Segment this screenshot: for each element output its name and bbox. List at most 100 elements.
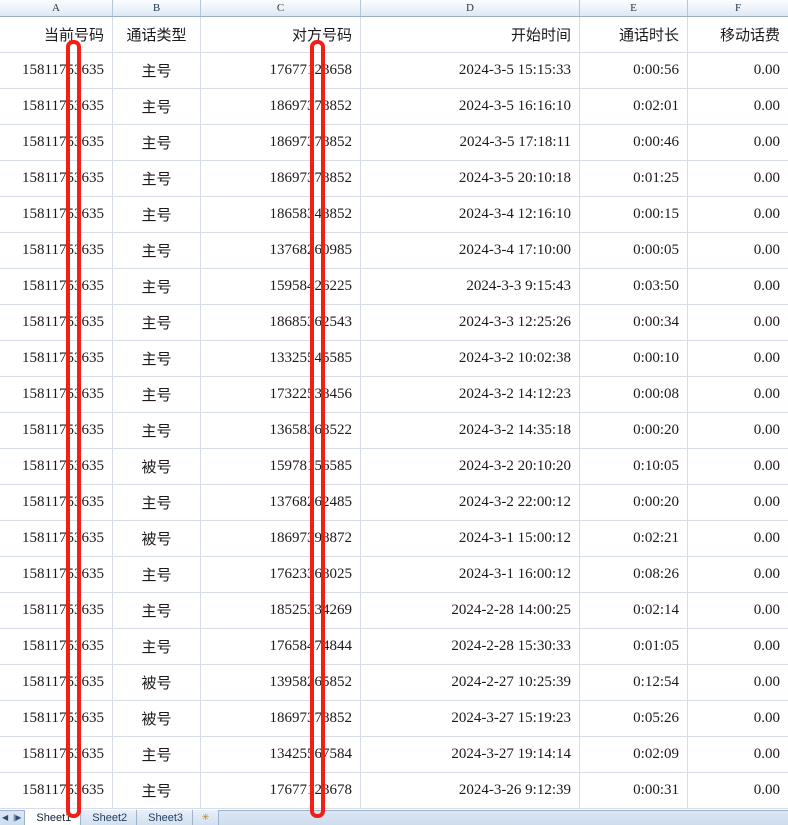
table-cell[interactable]: 主号 [113, 161, 201, 196]
table-cell[interactable]: 0.00 [753, 170, 780, 186]
table-cell[interactable]: 2024-3-2 10:02:38 [361, 341, 580, 376]
table-cell[interactable]: 0.00 [753, 710, 780, 726]
table-cell[interactable]: 15811753635 [0, 269, 113, 304]
table-cell[interactable]: 主号 [113, 485, 201, 520]
table-cell[interactable]: 0.00 [753, 494, 780, 510]
table-cell[interactable]: 0.00 [753, 566, 780, 582]
table-cell[interactable]: 15811753635 [0, 233, 113, 268]
table-cell[interactable]: 主号 [113, 413, 201, 448]
table-row[interactable]: 15811753635 主号 17322538456 2024-3-2 14:12:2… [0, 377, 788, 413]
table-cell[interactable]: 被号 [113, 521, 201, 556]
table-cell[interactable]: 主号 [113, 737, 201, 772]
table-cell[interactable]: 2024-3-3 12:25:26 [361, 305, 580, 340]
table-cell[interactable]: 17677123658 [201, 53, 361, 88]
table-header-cell[interactable]: 通话类型 [113, 17, 201, 52]
column-header-f[interactable]: F [688, 0, 788, 16]
table-cell[interactable]: 0:01:05 [580, 629, 688, 664]
table-cell[interactable]: 0:00:20 [580, 485, 688, 520]
table-cell[interactable]: 0.00 [753, 674, 780, 690]
table-cell[interactable]: 0:02:21 [580, 521, 688, 556]
table-cell[interactable]: 0.00 [753, 602, 780, 618]
table-cell[interactable]: 17677123678 [201, 773, 361, 808]
table-cell[interactable]: 15811753635 [0, 557, 113, 592]
table-cell[interactable]: 0:10:05 [580, 449, 688, 484]
new-sheet-icon[interactable]: ✳ [193, 810, 220, 825]
table-cell[interactable]: 15811753635 [0, 773, 113, 808]
table-cell[interactable]: 2024-3-4 17:10:00 [361, 233, 580, 268]
table-cell[interactable]: 2024-3-2 22:00:12 [361, 485, 580, 520]
table-cell[interactable]: 18685362543 [201, 305, 361, 340]
table-cell[interactable]: 15811753635 [0, 737, 113, 772]
table-cell[interactable]: 15811753635 [0, 89, 113, 124]
table-cell[interactable]: 13658368522 [201, 413, 361, 448]
table-cell[interactable]: 主号 [113, 593, 201, 628]
table-cell[interactable]: 13325545585 [201, 341, 361, 376]
table-cell[interactable]: 15811753635 [0, 413, 113, 448]
table-cell[interactable]: 15811753635 [0, 449, 113, 484]
sheet-nav-buttons[interactable]: ◀ |▶ [0, 810, 26, 825]
table-cell[interactable]: 0.00 [753, 314, 780, 330]
table-cell[interactable]: 0:00:56 [580, 53, 688, 88]
table-cell[interactable]: 0.00 [753, 242, 780, 258]
table-cell[interactable]: 0:00:10 [580, 341, 688, 376]
table-cell[interactable]: 2024-3-5 17:18:11 [361, 125, 580, 160]
table-cell[interactable]: 2024-3-2 14:12:23 [361, 377, 580, 412]
table-cell[interactable]: 0:00:20 [580, 413, 688, 448]
table-row[interactable]: 15811753635 主号 13768262485 2024-3-2 22:00:1… [0, 485, 788, 521]
table-cell[interactable]: 18697398872 [201, 521, 361, 556]
table-cell[interactable]: 0:00:31 [580, 773, 688, 808]
table-cell[interactable]: 被号 [113, 665, 201, 700]
table-row[interactable]: 15811753635 主号 17677123658 2024-3-5 15:15:3… [0, 53, 788, 89]
table-cell[interactable]: 主号 [113, 125, 201, 160]
table-cell[interactable]: 主号 [113, 53, 201, 88]
table-cell[interactable]: 15811753635 [0, 665, 113, 700]
table-cell[interactable]: 0.00 [753, 386, 780, 402]
table-cell[interactable]: 0:00:08 [580, 377, 688, 412]
table-cell[interactable]: 15811753635 [0, 161, 113, 196]
table-cell[interactable]: 0:02:14 [580, 593, 688, 628]
table-row[interactable]: 15811753635 被号 13958265852 2024-2-27 10:25:… [0, 665, 788, 701]
table-header-cell[interactable]: 开始时间 [361, 17, 580, 52]
table-cell[interactable]: 0:00:46 [580, 125, 688, 160]
table-header-cell[interactable]: 对方号码 [201, 17, 361, 52]
table-cell[interactable]: 2024-3-3 9:15:43 [361, 269, 580, 304]
table-cell[interactable]: 2024-3-2 14:35:18 [361, 413, 580, 448]
table-cell[interactable]: 主号 [113, 377, 201, 412]
table-cell[interactable]: 18697378852 [201, 125, 361, 160]
table-cell[interactable]: 2024-3-27 19:14:14 [361, 737, 580, 772]
table-cell[interactable]: 15811753635 [0, 593, 113, 628]
table-cell[interactable]: 17658474844 [201, 629, 361, 664]
table-cell[interactable]: 2024-3-1 16:00:12 [361, 557, 580, 592]
table-row[interactable]: 15811753635 主号 18685362543 2024-3-3 12:25:2… [0, 305, 788, 341]
table-cell[interactable]: 0.00 [753, 98, 780, 114]
table-row[interactable]: 15811753635 主号 18697378852 2024-3-5 20:10:1… [0, 161, 788, 197]
table-header-cell[interactable]: 当前号码 [0, 17, 113, 52]
table-cell[interactable]: 0:03:50 [580, 269, 688, 304]
table-row[interactable]: 15811753635 主号 18697378852 2024-3-5 17:18:1… [0, 125, 788, 161]
table-cell[interactable]: 18697378852 [201, 701, 361, 736]
table-cell[interactable]: 0:08:26 [580, 557, 688, 592]
worksheet-grid[interactable]: 当前号码 通话类型 对方号码 开始时间 通话时长 移动话费 15811753635 主号 176… [0, 17, 788, 810]
table-cell[interactable]: 15811753635 [0, 701, 113, 736]
table-row[interactable]: 15811753635 主号 18658348852 2024-3-4 12:16:1… [0, 197, 788, 233]
table-cell[interactable]: 主号 [113, 629, 201, 664]
table-cell[interactable]: 2024-3-27 15:19:23 [361, 701, 580, 736]
column-header-c[interactable]: C [201, 0, 361, 16]
table-cell[interactable]: 18525334269 [201, 593, 361, 628]
table-cell[interactable]: 15811753635 [0, 377, 113, 412]
table-cell[interactable]: 0.00 [753, 350, 780, 366]
table-row[interactable]: 15811753635 被号 15978156585 2024-3-2 20:10:2… [0, 449, 788, 485]
table-cell[interactable]: 主号 [113, 773, 201, 808]
table-cell[interactable]: 0:12:54 [580, 665, 688, 700]
table-cell[interactable]: 0:00:05 [580, 233, 688, 268]
table-cell[interactable]: 主号 [113, 233, 201, 268]
table-cell[interactable]: 15811753635 [0, 53, 113, 88]
table-cell[interactable]: 17623368025 [201, 557, 361, 592]
table-cell[interactable]: 0:00:15 [580, 197, 688, 232]
table-cell[interactable]: 13768260985 [201, 233, 361, 268]
table-cell[interactable]: 17322538456 [201, 377, 361, 412]
table-cell[interactable]: 0.00 [753, 134, 780, 150]
table-cell[interactable]: 15811753635 [0, 125, 113, 160]
column-header-b[interactable]: B [113, 0, 201, 16]
table-cell[interactable]: 15978156585 [201, 449, 361, 484]
